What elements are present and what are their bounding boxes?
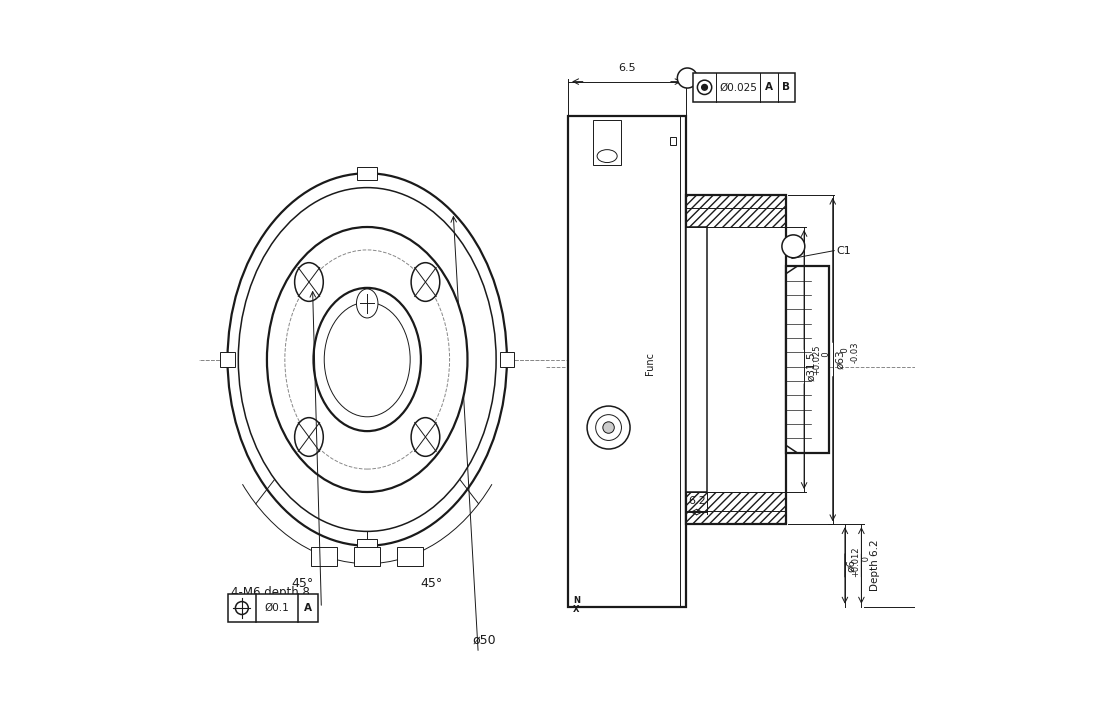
Ellipse shape	[227, 173, 507, 546]
Text: Ø0.1: Ø0.1	[265, 603, 290, 613]
Bar	[358, 167, 378, 180]
Bar	[671, 137, 676, 145]
Ellipse shape	[324, 302, 410, 417]
Ellipse shape	[677, 68, 697, 88]
Text: A: A	[684, 73, 691, 83]
Circle shape	[702, 84, 707, 90]
Bar	[500, 352, 514, 367]
Ellipse shape	[411, 262, 440, 301]
Bar	[686, 492, 786, 524]
Text: 4-M6 depth 8: 4-M6 depth 8	[231, 586, 310, 599]
Ellipse shape	[597, 150, 617, 162]
Text: +0.012
      0: +0.012 0	[851, 546, 871, 577]
Text: A: A	[304, 603, 312, 613]
Ellipse shape	[603, 422, 614, 434]
Text: Ø0.025: Ø0.025	[720, 83, 758, 92]
Bar	[786, 267, 829, 452]
Ellipse shape	[411, 418, 440, 457]
Bar	[398, 547, 423, 566]
Ellipse shape	[782, 235, 804, 258]
Text: C1: C1	[837, 246, 851, 256]
Bar	[221, 352, 235, 367]
Bar	[358, 539, 378, 552]
Text: ø6: ø6	[847, 559, 857, 572]
Text: +0.025
       0: +0.025 0	[812, 344, 831, 375]
Bar	[686, 195, 786, 524]
Bar	[593, 119, 622, 165]
Text: Depth 6.2: Depth 6.2	[870, 539, 880, 591]
Text: 45°: 45°	[292, 577, 314, 590]
Ellipse shape	[267, 227, 468, 492]
Ellipse shape	[238, 188, 496, 531]
Ellipse shape	[356, 289, 378, 318]
Text: N
X: N X	[573, 596, 580, 614]
Bar	[693, 73, 794, 101]
Text: A: A	[765, 83, 773, 92]
Text: ø63: ø63	[834, 349, 844, 370]
Ellipse shape	[596, 415, 622, 441]
Bar	[311, 547, 338, 566]
Text: ø31.5: ø31.5	[807, 352, 817, 382]
Text: Func: Func	[645, 352, 655, 375]
Ellipse shape	[294, 262, 323, 301]
Ellipse shape	[313, 288, 421, 431]
Bar	[354, 547, 380, 566]
Text: ø50: ø50	[472, 633, 496, 647]
Bar	[227, 594, 317, 623]
Text: 6.5: 6.5	[618, 63, 636, 73]
Bar	[686, 195, 786, 227]
Text: 45°: 45°	[421, 577, 442, 590]
Bar	[686, 227, 707, 492]
Ellipse shape	[294, 418, 323, 457]
Text: 6.2: 6.2	[687, 496, 705, 506]
Text: 0
-0.03: 0 -0.03	[841, 342, 860, 363]
Text: B: B	[790, 242, 797, 252]
Ellipse shape	[587, 406, 631, 449]
Bar	[568, 116, 686, 607]
Text: B: B	[782, 83, 790, 92]
